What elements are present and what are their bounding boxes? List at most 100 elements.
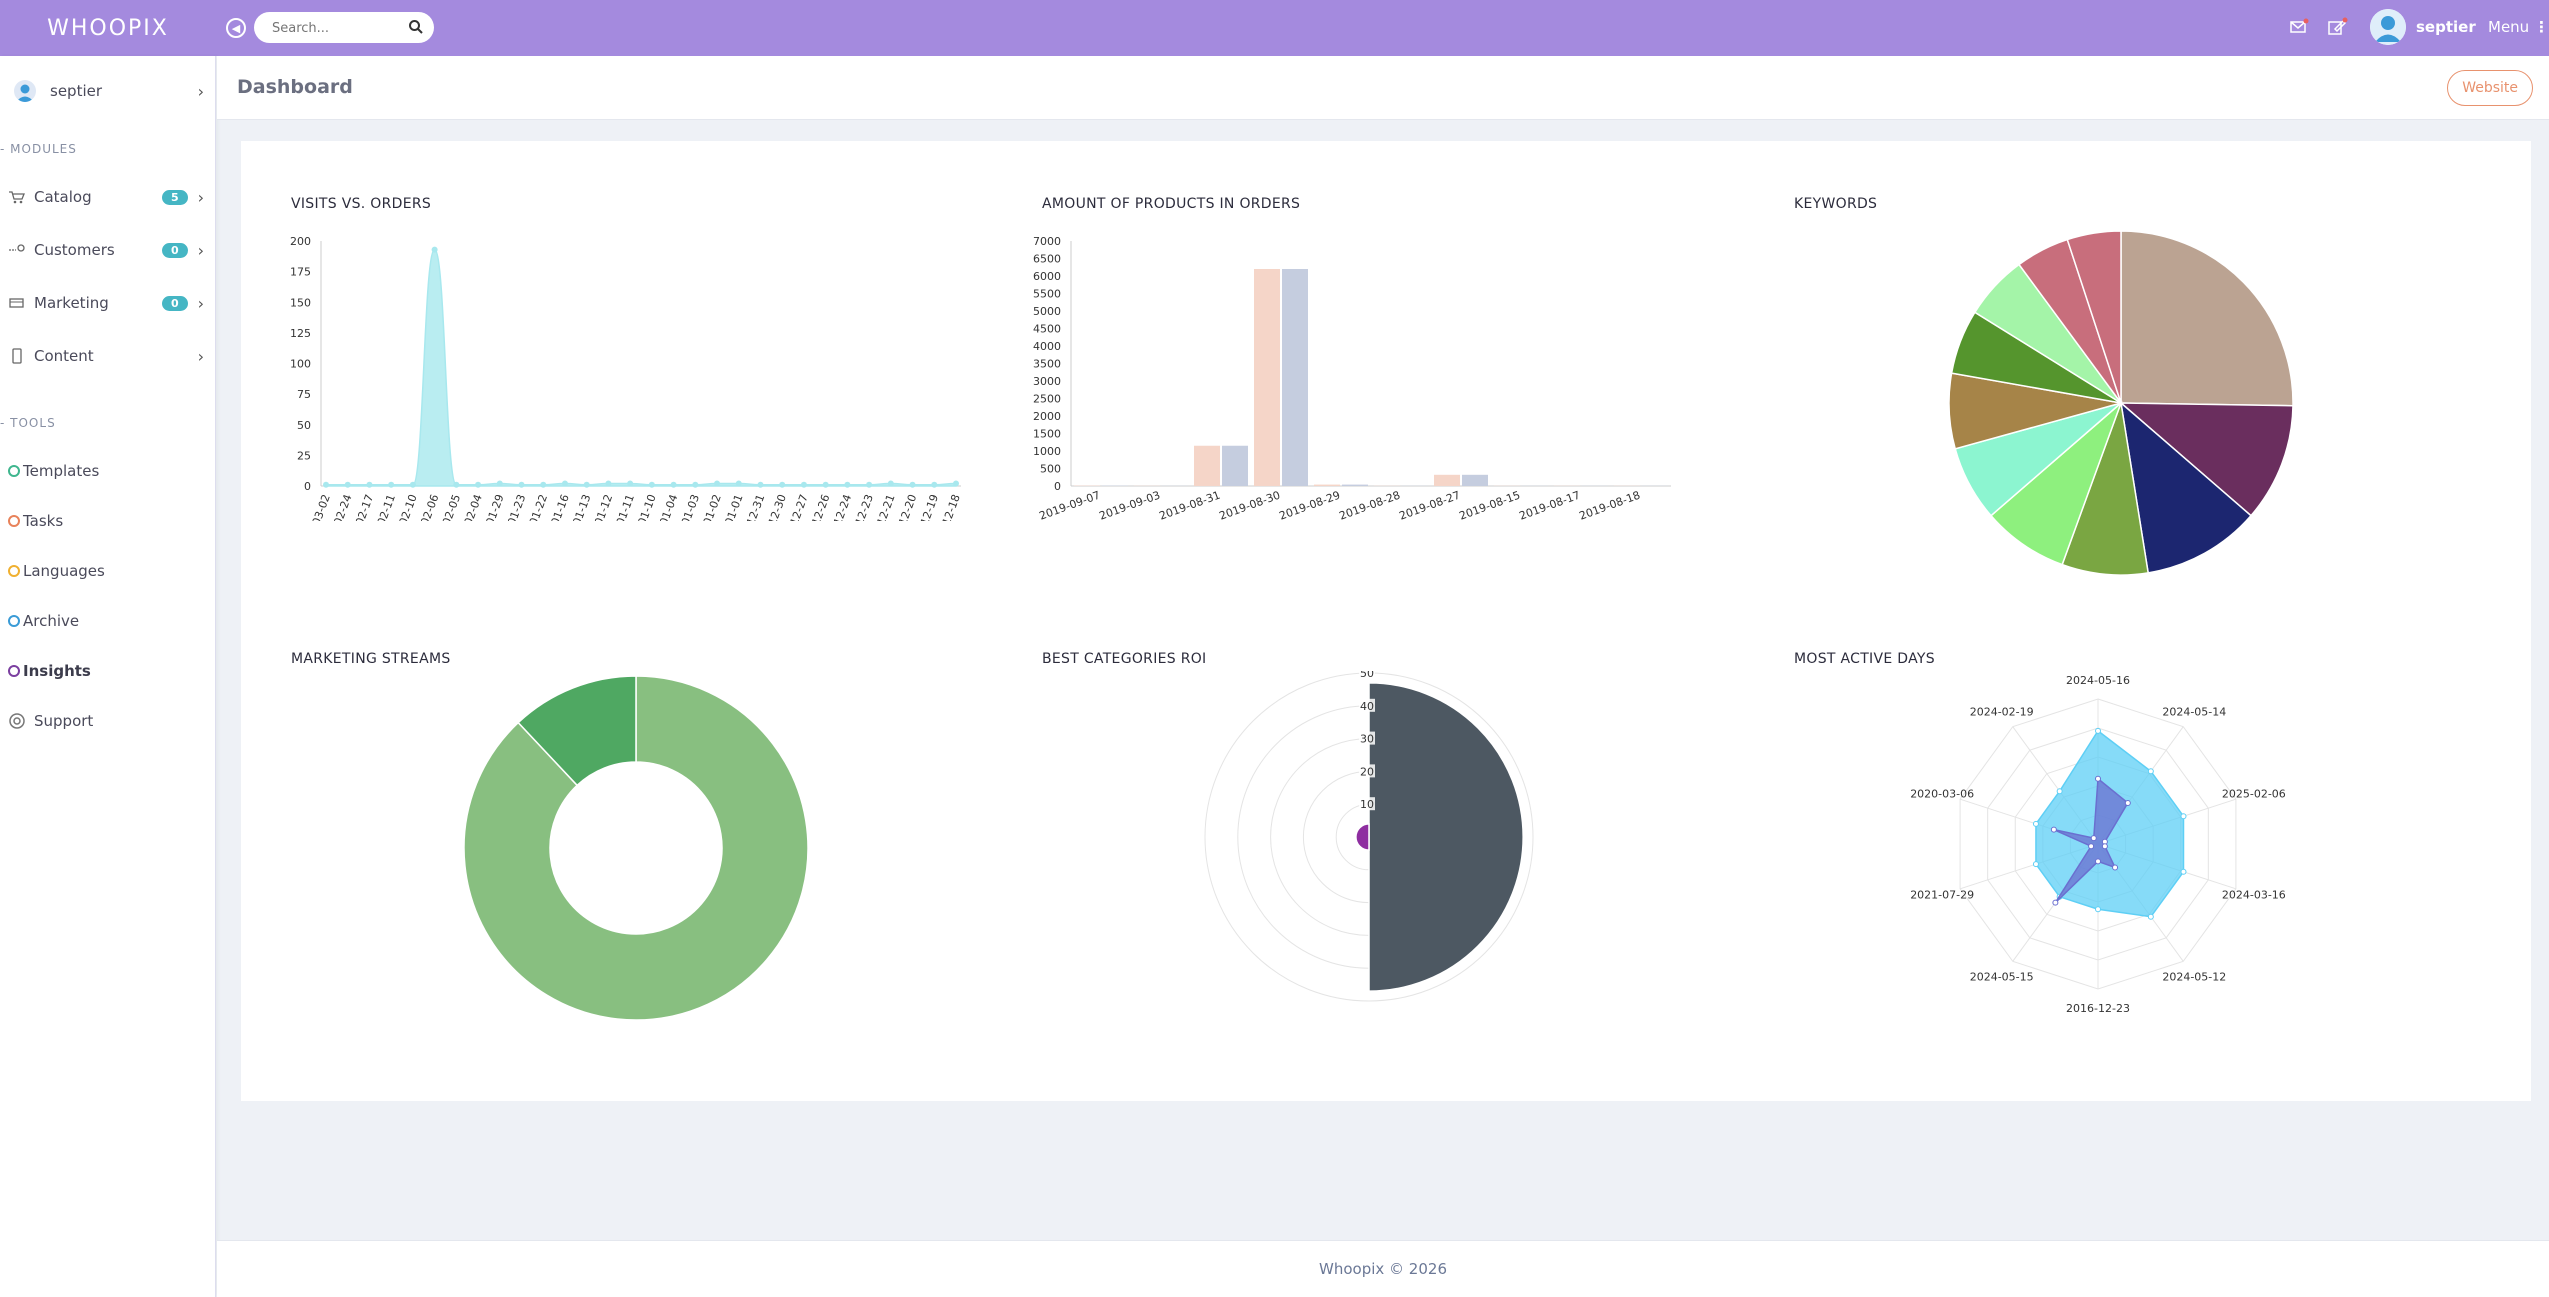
radar-axis-label: 2024-05-12 [2162,971,2226,984]
y-tick-label: 3000 [1033,375,1061,388]
radar-axis-label: 2024-05-15 [1970,971,2034,984]
radar-axis-label: 2021-07-29 [1910,889,1974,902]
radar-point [2032,820,2039,827]
user-avatar[interactable] [2370,9,2406,45]
topbar-username[interactable]: septier [2416,18,2476,36]
search-box [254,12,434,43]
keywords-slice [2118,402,2294,517]
mail-icon[interactable] [2288,16,2310,38]
sidebar-user[interactable]: septier › [14,76,204,106]
y-tick-label: 1000 [1033,445,1061,458]
footer-text: Whoopix © 2026 [1319,1260,1447,1278]
users-icon [8,241,26,259]
x-tick-label: 2019-09-07 [1037,489,1102,521]
y-tick-label: 175 [290,266,311,279]
radar-axis-label: 2024-03-16 [2222,889,2286,902]
chart-title-roi: BEST CATEGORIES ROI [1042,651,1207,667]
radar-point [2095,906,2101,913]
y-tick-label: 100 [290,358,311,371]
search-input[interactable] [272,18,402,38]
marketing-count-badge: 0 [161,295,188,311]
x-tick-label: 2019-08-28 [1337,489,1402,521]
radar-point [2180,868,2187,875]
sidebar-item-insights[interactable]: Insights [8,656,204,686]
products-bar [1282,269,1308,486]
website-button[interactable]: Website [2447,70,2533,106]
sidebar-item-label: Customers [34,241,115,259]
radar-point [2090,835,2097,842]
sidebar-item-templates[interactable]: Templates [8,456,204,486]
catalog-count-badge: 5 [161,189,188,205]
cart-icon [8,188,26,206]
sidebar-item-catalog[interactable]: Catalog 5 › [8,182,204,212]
top-bar: WHOOPIX ◀ septier Menu ⋮ [0,0,2549,56]
x-tick-label: 2019-08-30 [1217,489,1282,521]
brand-logo[interactable]: WHOOPIX [0,0,216,56]
visits-point [409,481,416,488]
sidebar-item-support[interactable]: Support [8,706,204,736]
archive-circle-icon [8,615,20,627]
y-tick-label: 25 [297,449,311,462]
sidebar-item-content[interactable]: Content › [8,341,204,371]
sidebar-item-languages[interactable]: Languages [8,556,204,586]
kebab-icon: ⋮ [2533,18,2549,36]
visits-point [800,481,807,488]
radar-axis-label: 2024-05-14 [2162,705,2226,718]
menu-button[interactable]: Menu ⋮ [2488,18,2549,36]
roi-segment [1368,682,1524,992]
megaphone-icon [8,294,26,312]
radar-point [2095,858,2101,865]
sidebar: septier › - MODULES Catalog 5 › Customer… [0,56,216,1297]
y-tick-label: 4500 [1033,323,1061,336]
products-bar [1342,484,1368,486]
sidebar-item-tasks[interactable]: Tasks [8,506,204,536]
radar-axis-label: 2025-02-06 [2222,787,2286,800]
sidebar-item-label: Content [34,347,94,365]
products-chart: 0 500 1000 1500 2000 2500 3000 3500 4000 4500 5000… [1033,235,1671,521]
y-tick-label: 500 [1040,463,1061,476]
y-tick-label: 3500 [1033,358,1061,371]
radar-axis-label: 2020-03-06 [1910,787,1974,800]
x-tick-label: 2019-08-18 [1577,489,1642,521]
roi-segment [1355,823,1370,851]
sidebar-item-label: Archive [23,612,80,630]
edit-icon[interactable] [2326,16,2348,38]
sidebar-avatar [14,80,36,102]
radar-point [2032,861,2039,868]
languages-circle-icon [8,565,20,577]
keywords-chart [1948,230,2294,576]
visits-point [648,481,655,488]
keywords-slice [2120,230,2294,407]
keywords-slice [2066,230,2122,404]
radar-point [2124,799,2131,806]
search-icon[interactable] [408,19,424,35]
page-title: Dashboard [237,76,353,98]
roi-tick-bg [1359,698,1375,712]
radar-point [2101,843,2108,850]
visits-point [540,481,547,488]
products-bar [1194,445,1220,486]
radar-point [2095,727,2101,734]
roi-tick-label: 10 [1360,798,1374,811]
visits-point [866,481,873,488]
chart-title-products: AMOUNT OF PRODUCTS IN ORDERS [1042,196,1301,212]
marketing-chart [463,675,809,1021]
sidebar-toggle-icon[interactable]: ◀ [226,18,246,38]
radar-point [2052,899,2059,906]
chevron-right-icon: › [197,187,204,207]
y-tick-label: 150 [290,296,311,309]
sidebar-item-marketing[interactable]: Marketing 0 › [8,288,204,318]
visits-point [931,481,938,488]
chevron-right-icon: › [197,81,204,101]
tools-header-label: TOOLS [10,416,56,430]
products-bar [1434,474,1460,486]
sidebar-item-label: Insights [23,662,91,680]
visits-point [844,481,851,488]
sidebar-item-customers[interactable]: Customers 0 › [8,235,204,265]
visits-point [518,481,525,488]
sidebar-item-archive[interactable]: Archive [8,606,204,636]
visits-point [583,481,590,488]
radar-axis-label: 2016-12-23 [2066,1002,2130,1015]
radar-point [2088,843,2095,850]
visits-point [323,481,329,488]
